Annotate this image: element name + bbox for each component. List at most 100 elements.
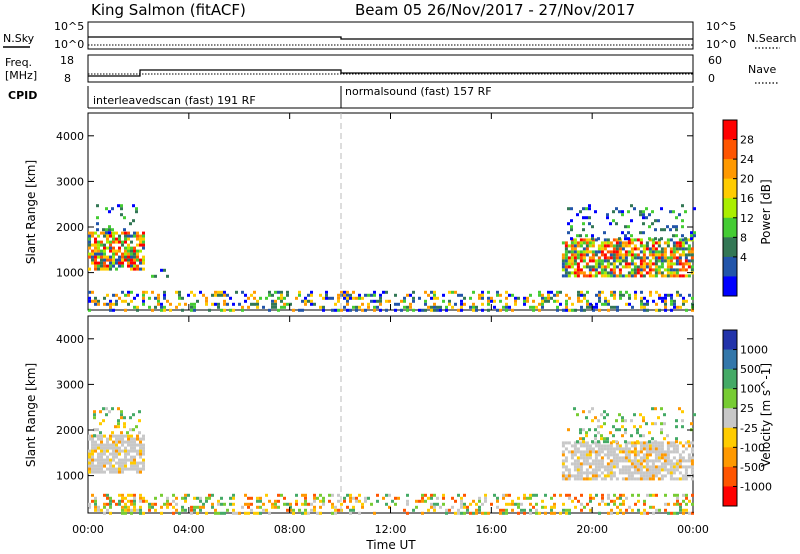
power-scatter-cell [553, 299, 556, 303]
power-scatter-cell [565, 299, 568, 303]
velocity-scatter-cell [466, 505, 469, 509]
velocity-scatter-cell [310, 502, 313, 506]
velocity-scatter-cell [130, 493, 133, 497]
power-scatter-cell [403, 299, 406, 303]
velocity-scatter-cell [88, 470, 91, 474]
power-scatter-cell [609, 268, 613, 272]
power-scatter-cell [621, 265, 625, 269]
power-scatter-cell [481, 308, 484, 312]
power-scatter-cell [379, 293, 382, 297]
velocity-scatter-cell [331, 505, 334, 509]
power-scatter-cell [91, 243, 94, 247]
velocity-scatter-cell [603, 422, 606, 426]
power-scatter-cell [669, 247, 673, 251]
velocity-scatter-cell [103, 502, 106, 506]
velocity-scatter-cell [633, 456, 637, 460]
power-scatter-cell [621, 241, 625, 245]
power-scatter-cell [481, 293, 484, 297]
velocity-scatter-cell [331, 511, 334, 515]
power-scatter-cell [277, 308, 280, 312]
colorbar-segment [723, 120, 737, 140]
colorbar-segment [723, 256, 737, 277]
velocity-scatter-cell [94, 508, 97, 512]
velocity-scatter-cell [286, 502, 289, 506]
power-scatter-cell [681, 219, 684, 223]
velocity-scatter-cell [621, 468, 625, 472]
power-scatter-cell [91, 252, 94, 256]
velocity-scatter-cell [606, 471, 610, 475]
power-scatter-cell [106, 293, 109, 297]
velocity-scatter-cell [676, 499, 679, 503]
velocity-scatter-cell [612, 465, 616, 469]
power-scatter-cell [223, 299, 226, 303]
power-scatter-cell [529, 293, 532, 297]
velocity-scatter-cell [97, 505, 100, 509]
power-scatter-cell [133, 267, 136, 271]
power-scatter-cell [627, 237, 630, 241]
velocity-scatter-cell [118, 461, 121, 465]
velocity-scatter-cell [606, 447, 610, 451]
power-scatter-cell [124, 249, 127, 253]
velocity-scatter-cell [660, 474, 664, 478]
nsearch-tick-top: 10^5 [706, 20, 736, 33]
velocity-scatter-cell [570, 453, 574, 457]
velocity-scatter-cell [651, 447, 655, 451]
power-scatter-cell [687, 274, 691, 278]
velocity-scatter-cell [606, 453, 610, 457]
power-scatter-cell [681, 262, 685, 266]
velocity-scatter-cell [523, 493, 526, 497]
power-scatter-cell [609, 256, 613, 260]
velocity-scatter-cell [657, 450, 661, 454]
power-scatter-cell [636, 247, 640, 251]
velocity-scatter-cell [256, 499, 259, 503]
velocity-scatter-cell [618, 459, 622, 463]
velocity-scatter-cell [573, 407, 576, 411]
velocity-scatter-cell [588, 465, 592, 469]
power-scatter-cell [487, 290, 490, 294]
velocity-scatter-cell [442, 502, 445, 506]
power-scatter-cell [669, 262, 673, 266]
velocity-scatter-cell [478, 496, 481, 500]
velocity-scatter-cell [94, 443, 97, 447]
velocity-scatter-cell [538, 511, 541, 515]
velocity-scatter-cell [618, 450, 622, 454]
power-scatter-cell [600, 241, 604, 245]
velocity-scatter-cell [561, 471, 565, 475]
velocity-scatter-cell [307, 511, 310, 515]
velocity-scatter-cell [115, 434, 118, 438]
velocity-scatter-cell [642, 474, 646, 478]
velocity-scatter-cell [142, 496, 145, 500]
power-scatter-cell [633, 274, 637, 278]
power-scatter-cell [298, 293, 301, 297]
power-scatter-cell [109, 258, 112, 262]
velocity-scatter-cell [304, 511, 307, 515]
velocity-scatter-cell [208, 493, 211, 497]
power-scatter-cell [598, 296, 601, 300]
power-colorbar-label: Power [dB] [759, 179, 773, 244]
power-scatter-cell [130, 261, 133, 265]
velocity-scatter-cell [597, 468, 601, 472]
velocity-scatter-cell [588, 453, 592, 457]
power-scatter-cell [205, 302, 208, 306]
velocity-scatter-cell [445, 511, 448, 515]
velocity-scatter-cell [109, 511, 112, 515]
velocity-scatter-cell [91, 440, 94, 444]
power-scatter-cell [127, 249, 130, 253]
colorbar-tick-label: 1000 [740, 344, 768, 357]
power-scatter-cell [606, 250, 610, 254]
velocity-scatter-cell [594, 444, 598, 448]
velocity-scatter-cell [142, 446, 145, 450]
velocity-scatter-cell [142, 449, 145, 453]
power-scatter-cell [256, 302, 259, 306]
power-scatter-cell [618, 262, 622, 266]
velocity-scatter-cell [582, 428, 585, 432]
power-scatter-cell [615, 241, 619, 245]
velocity-scatter-cell [663, 456, 667, 460]
power-scatter-cell [469, 296, 472, 300]
velocity-scatter-cell [654, 407, 657, 411]
velocity-scatter-cell [355, 499, 358, 503]
velocity-scatter-cell [624, 468, 628, 472]
power-scatter-cell [343, 296, 346, 300]
power-scatter-cell [124, 308, 127, 312]
